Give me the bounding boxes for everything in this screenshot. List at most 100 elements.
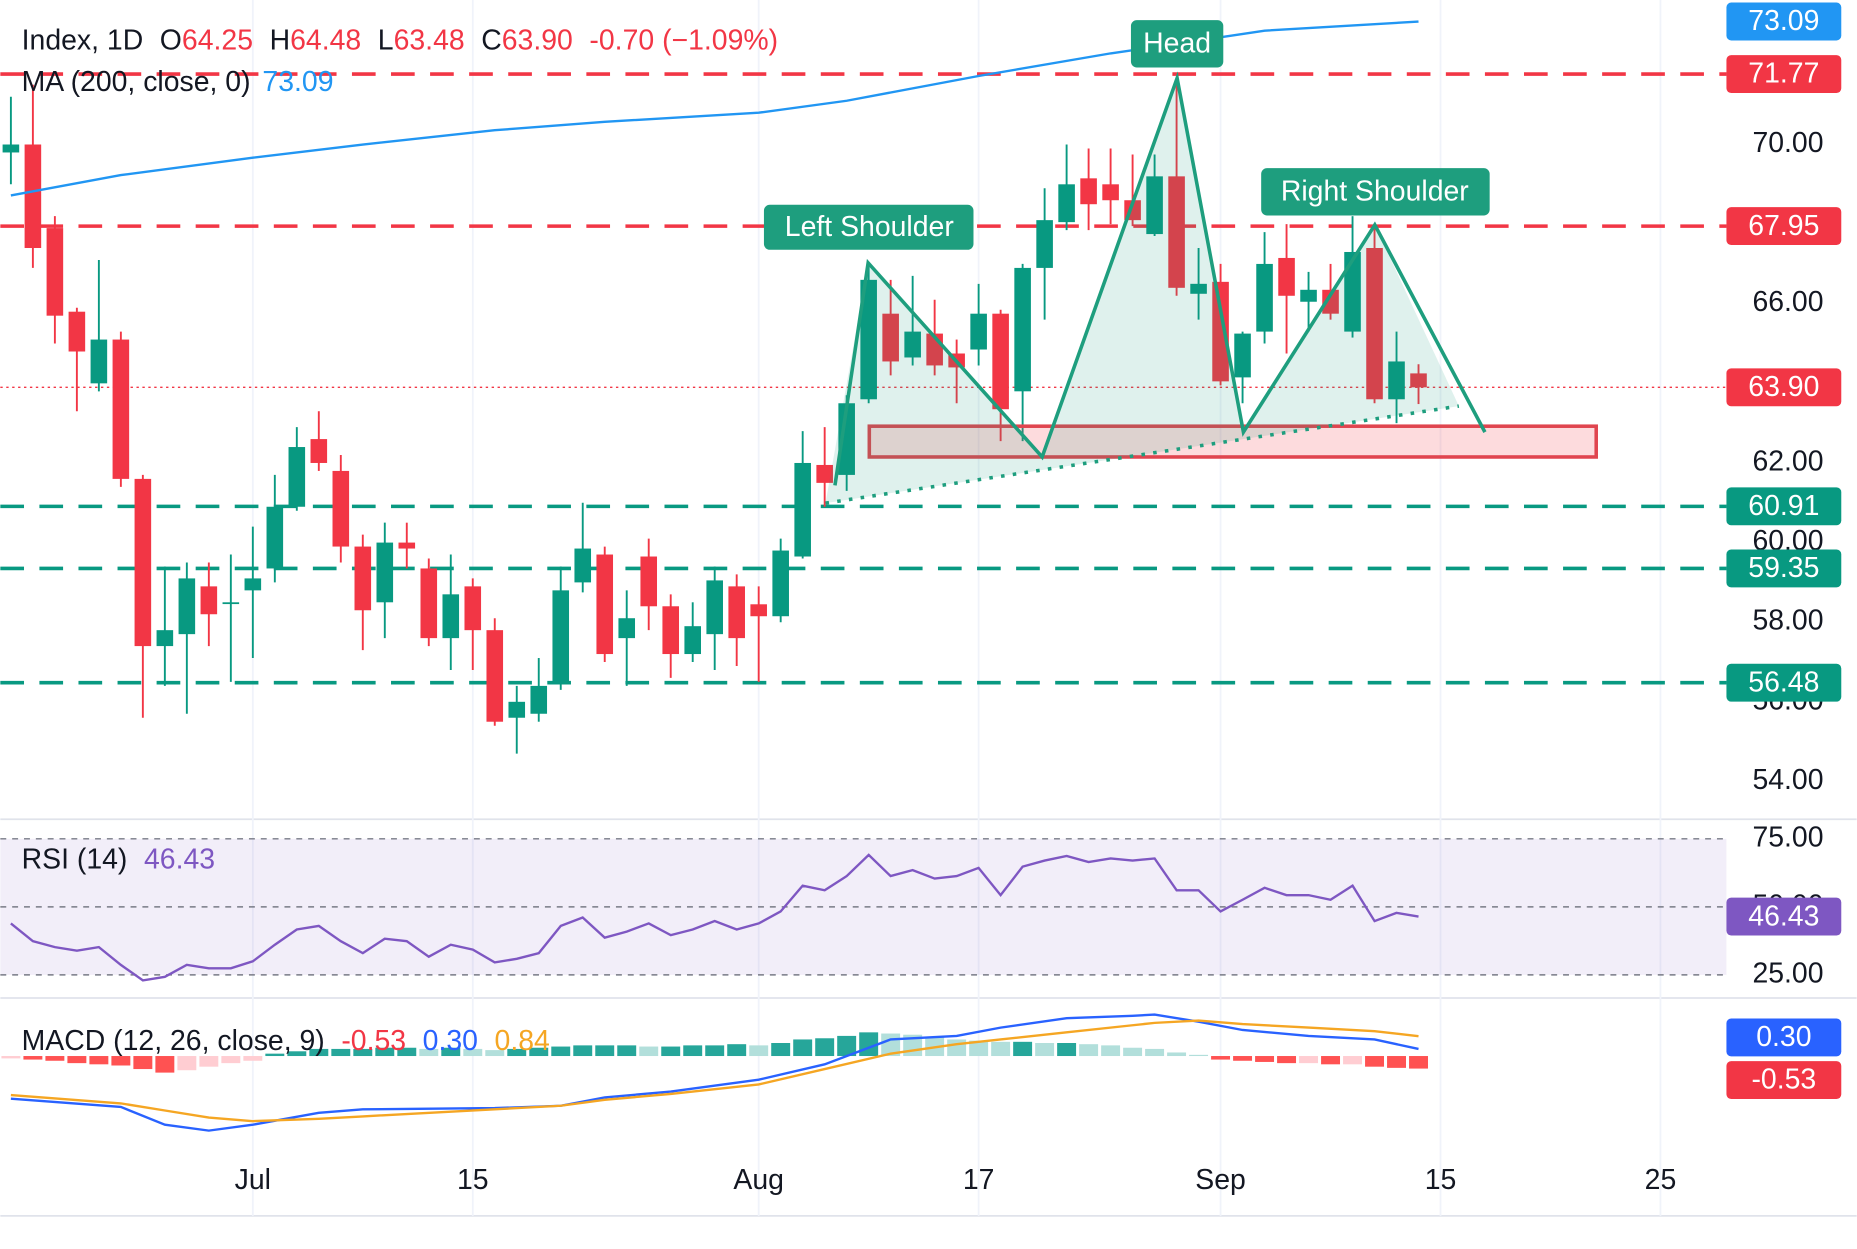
legend-value: 64.48 [290, 24, 361, 56]
support-zone [867, 424, 1598, 459]
macd-histogram-bar [23, 1056, 43, 1060]
candle-body [1036, 220, 1053, 268]
macd-histogram-bar [1343, 1056, 1363, 1065]
macd-histogram-bar [1101, 1045, 1121, 1057]
rsi-value: 46.43 [144, 843, 215, 875]
candle-body [354, 546, 372, 611]
macd-histogram-bar [419, 1048, 439, 1057]
x-tick-label: Sep [1195, 1164, 1246, 1196]
candle-body [1212, 281, 1229, 382]
x-tick-label: 17 [963, 1164, 995, 1196]
candle-body [904, 331, 921, 358]
signal-value: 0.84 [495, 1024, 550, 1056]
candle-body [750, 604, 767, 617]
price-badge-label: 73.09 [1748, 5, 1819, 37]
candle-body [442, 594, 460, 639]
annotation: Right Shoulder [1281, 175, 1469, 207]
candle-body [310, 439, 328, 463]
candle-body [200, 586, 218, 615]
macd-histogram-bar [1409, 1056, 1428, 1069]
macd-histogram-bar [1365, 1056, 1385, 1067]
ma-legend: MA (200, close, 0) 73.09 [22, 65, 334, 97]
macd-histogram-bar [1035, 1043, 1055, 1057]
candle-body [1080, 178, 1097, 205]
candle-body [508, 701, 526, 718]
price-badge-label: -0.53 [1751, 1064, 1816, 1096]
legend-value: 63.90 [502, 24, 573, 56]
candle-body [486, 630, 504, 722]
macd-histogram-bar [661, 1046, 681, 1057]
macd-line [10, 1013, 1419, 1132]
candle-body [1102, 184, 1119, 201]
price-badge [1726, 1018, 1842, 1057]
price-badge-label: 0.30 [1756, 1021, 1811, 1053]
label-box [763, 204, 974, 250]
price-badge-label: 56.48 [1748, 666, 1819, 698]
macd-histogram-bar [67, 1056, 87, 1064]
x-tick-label: 25 [1645, 1164, 1677, 1196]
candle-body [1278, 257, 1295, 296]
candle-body [662, 606, 680, 655]
price-badge [1726, 207, 1842, 246]
candle-body [1366, 248, 1383, 400]
candle-body [134, 478, 152, 647]
macd-histogram-bar [617, 1045, 637, 1057]
candle-body [574, 548, 592, 583]
candle-body [618, 618, 636, 639]
candle-body [772, 550, 789, 617]
macd-histogram-bar [1233, 1056, 1253, 1061]
legend-value: 63.48 [394, 24, 465, 56]
legend-value: 64.25 [182, 24, 253, 56]
candle-body [1058, 184, 1075, 223]
candle-body [1256, 263, 1273, 332]
candle-body [1410, 373, 1427, 388]
legend-title: Index, 1D [22, 24, 144, 56]
macd-histogram-bar [155, 1056, 175, 1073]
candle-body [794, 462, 811, 557]
macd-histogram-bar [1189, 1054, 1209, 1057]
candle-body [970, 313, 987, 350]
macd-legend: MACD (12, 26, close, 9) -0.53 0.30 0.84 [22, 1024, 550, 1056]
candle-body [838, 403, 855, 475]
candle-body [1300, 289, 1317, 302]
signal-line [10, 1019, 1419, 1123]
pattern-line [833, 71, 1487, 486]
candle-body [112, 339, 130, 479]
macd-histogram-bar [133, 1056, 153, 1070]
candle-body [68, 311, 86, 352]
candle-body [1344, 251, 1361, 332]
macd-histogram-bar [441, 1047, 461, 1057]
price-badge-label: 60.91 [1748, 490, 1819, 522]
candle-body [398, 542, 416, 549]
candle-body [640, 556, 658, 607]
macd-histogram-bar [595, 1045, 615, 1057]
candle-body [860, 279, 877, 400]
y-tick-label: 62.00 [1752, 445, 1823, 477]
macd-histogram-bar [1277, 1056, 1297, 1064]
macd-histogram-bar [111, 1056, 131, 1066]
scale-layer: Jul15Aug17Sep152525.0050.0075.0054.0056.… [235, 2, 1842, 1196]
macd-histogram-bar [1, 1056, 21, 1059]
candle-body [178, 578, 196, 635]
marks-layer [1, 20, 1428, 1132]
macd-histogram-bar [287, 1051, 307, 1057]
macd-histogram-bar [89, 1056, 109, 1065]
macd-histogram-bar [683, 1045, 703, 1057]
candle-body [816, 464, 833, 483]
macd-histogram-bar [397, 1047, 417, 1057]
rsi-name: RSI (14) [22, 843, 128, 875]
legend-key: H [270, 24, 291, 56]
macd-histogram-bar [1079, 1044, 1099, 1057]
y-tick-label: 66.00 [1752, 286, 1823, 318]
price-badge-label: 67.95 [1748, 210, 1819, 242]
candle-body [1190, 283, 1207, 294]
rsi-legend: RSI (14) 46.43 [22, 843, 215, 875]
macd-histogram-bar [507, 1048, 527, 1057]
candle-body [552, 590, 570, 684]
candle-body [1014, 267, 1031, 392]
candle-body [2, 144, 20, 153]
macd-histogram-bar [1299, 1056, 1319, 1064]
price-badge [1726, 2, 1842, 41]
